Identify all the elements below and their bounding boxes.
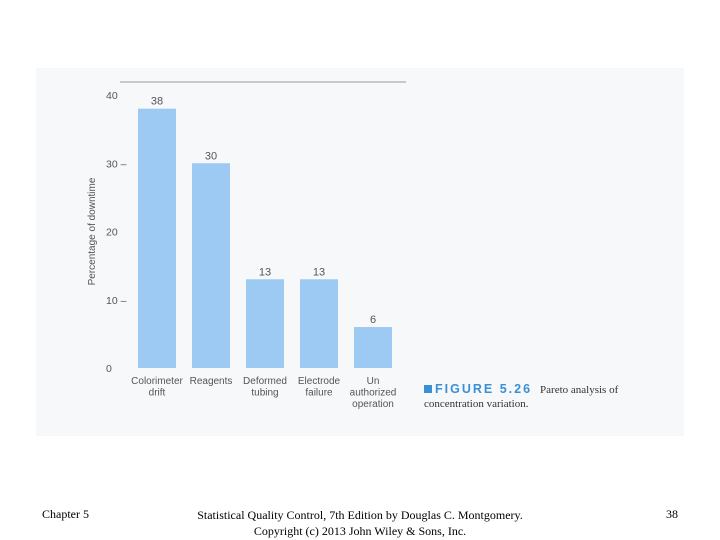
bar xyxy=(138,108,176,369)
caption-text-line2: concentration variation. xyxy=(424,398,529,410)
figure-panel: Percentage of downtime 0 10 – 20 30 – 40 38 Col… xyxy=(36,68,684,436)
x-category-label: drift xyxy=(149,388,166,399)
bar-data-label: 13 xyxy=(259,266,271,278)
x-category-label: authorized xyxy=(350,388,397,399)
y-tick-label: 0 xyxy=(106,363,112,375)
x-category-label: Un xyxy=(367,376,380,387)
x-category-label: tubing xyxy=(251,388,278,399)
bar xyxy=(354,327,392,368)
y-tick-label: 40 xyxy=(106,90,118,102)
bar xyxy=(246,279,284,368)
y-axis-title: Percentage of downtime xyxy=(87,177,98,285)
figure-caption: FIGURE 5.26 Pareto analysis of concentrat… xyxy=(424,382,684,411)
bar-data-label: 13 xyxy=(313,266,325,278)
footer-page-number: 38 xyxy=(666,507,678,521)
footer-citation-line1: Statistical Quality Control, 7th Edition… xyxy=(197,508,523,522)
y-tick-label: 20 xyxy=(106,227,118,239)
caption-text-line1: Pareto analysis of xyxy=(540,384,619,396)
footer-citation: Statistical Quality Control, 7th Edition… xyxy=(170,507,550,539)
bar xyxy=(300,279,338,368)
caption-marker-icon xyxy=(424,385,432,393)
footer-chapter: Chapter 5 xyxy=(42,507,89,521)
pareto-chart: Percentage of downtime 0 10 – 20 30 – 40 38 Col… xyxy=(87,81,406,410)
bar xyxy=(192,163,230,368)
bar-data-label: 6 xyxy=(370,314,376,326)
x-category-label: Colorimeter xyxy=(131,376,183,387)
x-category-label: Deformed xyxy=(243,376,287,387)
footer-citation-line2: Copyright (c) 2013 John Wiley & Sons, In… xyxy=(253,524,467,538)
x-category-label: operation xyxy=(352,399,394,410)
x-category-label: Electrode xyxy=(298,376,341,387)
x-category-label: Reagents xyxy=(190,376,233,387)
y-tick-label: 10 – xyxy=(106,295,127,307)
bar-data-label: 38 xyxy=(151,96,163,108)
y-tick-label: 30 – xyxy=(106,158,127,170)
figure-label: FIGURE 5.26 xyxy=(435,382,533,396)
x-category-label: failure xyxy=(305,388,333,399)
bar-data-label: 30 xyxy=(205,150,217,162)
